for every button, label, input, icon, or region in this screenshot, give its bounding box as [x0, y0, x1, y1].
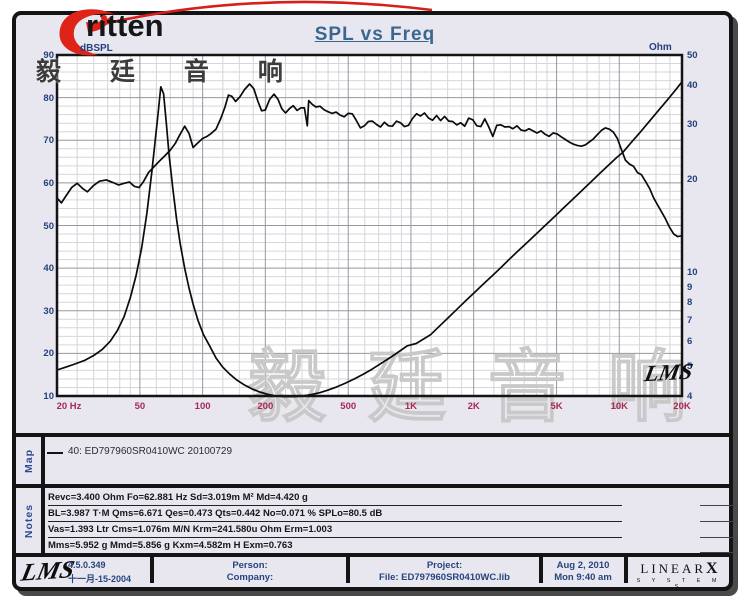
notes-line-1: Revc=3.400 Ohm Fo=62.881 Hz Sd=3.019m M²… [48, 492, 622, 506]
y-right-tick: 8 [687, 297, 693, 309]
y-right-tick: 9 [687, 281, 693, 293]
linearx-x: X [706, 560, 718, 577]
linearx-systems: S Y S T E M S [636, 578, 722, 590]
notes-ruled-extension [700, 552, 738, 553]
notes-line-2: BL=3.987 T·M Qms=6.671 Qes=0.473 Qts=0.4… [48, 508, 622, 522]
notes-panel-label: Notes [23, 503, 35, 538]
app-version: 4.5.0.349 [68, 560, 106, 570]
linearx-logo: LINEARX S Y S T E M S [629, 560, 729, 590]
y-right-tick: 7 [687, 315, 693, 327]
brand-i-dot-icon [101, 15, 107, 21]
x-axis-tick: 50 [134, 401, 146, 412]
y-right-tick: 10 [687, 267, 698, 279]
x-axis-tick: 2K [467, 401, 480, 412]
divider [624, 557, 628, 583]
y-left-tick: 20 [43, 348, 54, 360]
divider [346, 557, 350, 583]
divider [16, 484, 729, 488]
svg-text:毅廷音响: 毅廷音响 [248, 343, 728, 431]
lms-chart-signature: LMS [642, 358, 696, 387]
y-right-tick: 20 [687, 173, 698, 185]
notes-ruled-extension [700, 537, 738, 538]
legend-line-sample [47, 452, 63, 454]
current-date: Aug 2, 2010 [556, 560, 610, 571]
eritten-swoosh-icon [59, 9, 114, 56]
y-right-tick: 4 [687, 391, 693, 402]
x-axis-tick: 10K [610, 401, 628, 412]
divider [41, 437, 45, 553]
x-axis-tick: 20K [673, 401, 691, 412]
project-label: Project: [426, 560, 463, 571]
y-left-tick: 30 [43, 305, 54, 317]
notes-ruled-extension [700, 505, 738, 506]
y-left-tick: 60 [43, 177, 54, 189]
notes-line-3: Vas=1.393 Ltr Cms=1.076m M/N Krm=241.580… [48, 524, 622, 538]
x-axis-tick: 100 [194, 401, 211, 412]
y-left-tick: 40 [43, 263, 54, 275]
divider [16, 553, 729, 557]
map-panel-label: Map [23, 448, 35, 473]
app-build-date: 十一月-15-2004 [68, 574, 132, 584]
company-label: Company: [226, 572, 274, 583]
y-left-tick: 90 [43, 50, 54, 61]
x-axis-tick: 500 [340, 401, 357, 412]
page-title: SPL vs Freq [314, 24, 436, 45]
x-axis-tick: 1K [404, 401, 418, 412]
y-left-tick: 10 [43, 391, 54, 402]
current-time: Mon 9:40 am [554, 572, 612, 583]
y-right-tick: 6 [687, 336, 693, 348]
divider [150, 557, 154, 583]
y-right-tick: 5 [687, 360, 693, 372]
y-left-tick: 50 [43, 220, 54, 232]
map-legend-text: 40: ED797960SR0410WC 20100729 [68, 446, 233, 457]
y-left-tick: 80 [43, 92, 54, 104]
impedance-curve [56, 80, 683, 398]
x-axis-tick: 200 [257, 401, 274, 412]
y-left-tick: 70 [43, 135, 54, 147]
file-name: File: ED797960SR0410WC.lib [379, 572, 510, 583]
notes-line-4: Mms=5.952 g Mmd=5.856 g Kxm=4.582m H Exm… [48, 540, 622, 554]
notes-ruled-extension [700, 521, 738, 522]
x-axis-tick: 5K [550, 401, 563, 412]
divider [539, 557, 543, 583]
y-right-tick: 40 [687, 80, 698, 92]
company-name-chinese: 毅 廷 音 响 [36, 58, 304, 86]
brand-text: ritten [86, 8, 164, 43]
spl-curve [56, 83, 683, 238]
y-right-tick: 30 [687, 118, 698, 130]
y-right-axis-unit: Ohm [649, 42, 672, 53]
divider [16, 433, 729, 437]
y-right-tick: 50 [687, 50, 698, 61]
person-label: Person: [232, 560, 268, 571]
x-axis-tick: 20 Hz [56, 401, 82, 412]
y-left-axis-unit: dBSPL [80, 43, 113, 54]
logo-arc-icon [94, 0, 433, 28]
